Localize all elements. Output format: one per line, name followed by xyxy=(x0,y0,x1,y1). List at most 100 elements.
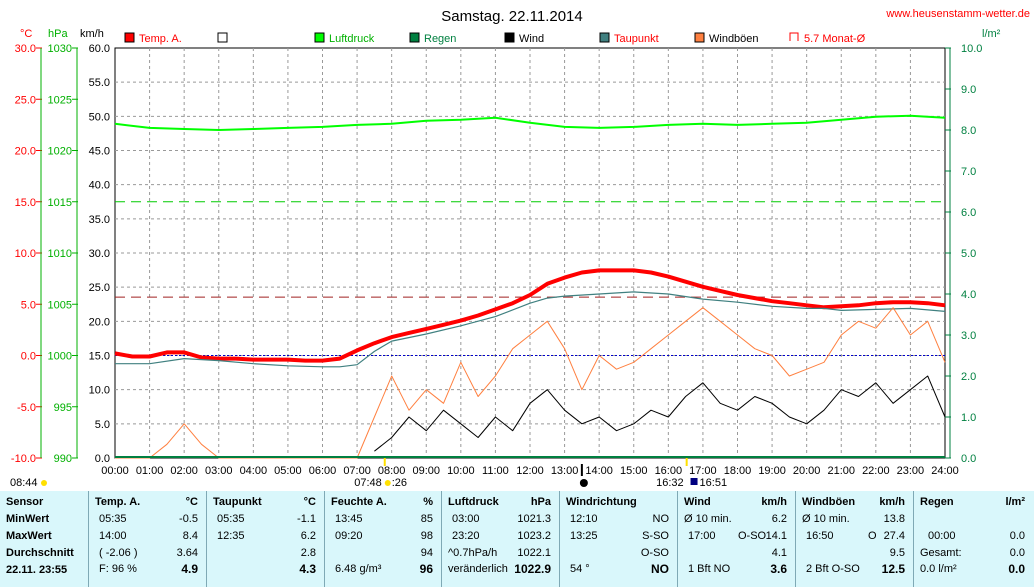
x-tick-label: 20:00 xyxy=(793,465,821,477)
wind-tick-label: 50.0 xyxy=(89,111,110,123)
rain-tick-label: 9.0 xyxy=(961,84,976,96)
x-tick-label: 12:00 xyxy=(516,465,544,477)
hum-unit: % xyxy=(423,496,433,508)
x-tick-label: 17:00 xyxy=(689,465,717,477)
dew-max: 6.2 xyxy=(300,530,316,542)
temp-tick-label: -10.0 xyxy=(11,453,36,465)
legend-label: Windböen xyxy=(709,33,759,45)
legend-swatch xyxy=(694,32,705,43)
dew-avg: 2.8 xyxy=(300,547,316,559)
x-tick-label: 19:00 xyxy=(758,465,786,477)
pressure-tick-label: 1015 xyxy=(48,197,72,209)
legend-swatch xyxy=(789,32,799,41)
rain-current: 0.0 xyxy=(1008,562,1025,576)
sun-icon xyxy=(41,480,47,486)
dir-cur-label: 54 ° xyxy=(570,563,590,575)
label-min: MinWert xyxy=(6,513,50,525)
chart-title: Samstag. 22.11.2014 xyxy=(441,8,583,25)
temp-cur-label: F: 96 % xyxy=(99,563,137,575)
dew-min-time: 05:35 xyxy=(217,513,245,525)
press-min-time: 03:00 xyxy=(452,513,480,525)
col-wind: Wind km/h Ø 10 min. 6.2 17:00 O-SO 14.1 … xyxy=(678,491,796,587)
rain-tick-label: 10.0 xyxy=(961,43,982,55)
label-max: MaxWert xyxy=(6,530,52,542)
site-url[interactable]: www.heusenstamm-wetter.de xyxy=(885,8,1030,20)
temp-min: -0.5 xyxy=(179,513,198,525)
rain-tick-label: 7.0 xyxy=(961,166,976,178)
wind-tick-label: 10.0 xyxy=(89,385,110,397)
x-tick-label: 15:00 xyxy=(620,465,648,477)
legend-swatch xyxy=(504,32,515,43)
temp-unit: °C xyxy=(185,496,198,508)
hum-min: 85 xyxy=(420,513,433,525)
gust-current: 12.5 xyxy=(881,562,905,576)
col-wind-direction: Windrichtung 12:10 NO 13:25 S-SO O-SO 54… xyxy=(560,491,678,587)
temp-current: 4.9 xyxy=(181,562,198,576)
press-avg-label: ^0.7hPa/h xyxy=(448,547,498,559)
rain-cur-label: 0.0 l/m² xyxy=(920,563,957,575)
sunrise-suffix: :26 xyxy=(392,477,407,489)
temp-min-time: 05:35 xyxy=(99,513,127,525)
label-sensor: Sensor xyxy=(6,496,44,508)
x-tick-label: 03:00 xyxy=(205,465,233,477)
wind-unit: km/h xyxy=(761,496,787,508)
press-title: Luftdruck xyxy=(448,496,499,508)
stats-table: Sensor MinWert MaxWert Durchschnitt 22.1… xyxy=(0,491,1034,587)
temp-max-time: 14:00 xyxy=(99,530,127,542)
press-min: 1021.3 xyxy=(517,513,551,525)
wind-max-dir: O-SO xyxy=(738,530,767,542)
wind-current: 3.6 xyxy=(770,562,787,576)
rain-tick-label: 8.0 xyxy=(961,125,976,137)
rain-title: Regen xyxy=(920,496,954,508)
pressure-tick-label: 1025 xyxy=(48,94,72,106)
gust-min: 13.8 xyxy=(883,513,905,525)
x-tick-label: 07:00 xyxy=(343,465,371,477)
sun-markers: 08:44 07:48:26 16:32 16:51 xyxy=(10,458,727,489)
hum-min-time: 13:45 xyxy=(335,513,363,525)
press-unit: hPa xyxy=(530,496,551,508)
hum-current: 96 xyxy=(419,562,433,576)
hum-max-time: 09:20 xyxy=(335,530,363,542)
series-taupunkt xyxy=(115,291,946,368)
wind-max-time: 17:00 xyxy=(688,530,716,542)
chart-legend: Temp. A. Luftdruck Regen Wind Taupunkt Windbö… xyxy=(124,32,866,45)
hum-avg: 94 xyxy=(420,547,433,559)
rain-unit: l/m² xyxy=(1005,496,1025,508)
col-dew: Taupunkt °C 05:35 -1.1 12:35 6.2 2.8 4.3 xyxy=(207,491,325,587)
temp-tick-label: 5.0 xyxy=(21,299,36,311)
wind-title: Wind xyxy=(684,496,711,508)
dew-unit: °C xyxy=(303,496,316,508)
wind-tick-label: 15.0 xyxy=(89,351,110,363)
wind-tick-label: 20.0 xyxy=(89,316,110,328)
gust-max-time: 16:50 xyxy=(806,530,834,542)
gust-min-label: Ø 10 min. xyxy=(802,513,850,525)
col-pressure: Luftdruck hPa 03:00 1021.3 23:20 1023.2 … xyxy=(442,491,560,587)
pressure-tick-label: 1030 xyxy=(48,43,72,55)
col-temp: Temp. A. °C 05:35 -0.5 14:00 8.4 ( -2.06… xyxy=(89,491,207,587)
hum-max: 98 xyxy=(420,530,433,542)
legend-label: Temp. A. xyxy=(139,33,182,45)
press-max-time: 23:20 xyxy=(452,530,480,542)
temp-tick-label: 25.0 xyxy=(15,94,36,106)
pressure-tick-label: 990 xyxy=(54,453,72,465)
rain-avg: 0.0 xyxy=(1009,547,1025,559)
pressure-tick-label: 1020 xyxy=(48,146,72,158)
wind-cur-label: 1 Bft NO xyxy=(688,563,731,575)
dew-title: Taupunkt xyxy=(213,496,262,508)
pressure-tick-label: 1005 xyxy=(48,299,72,311)
rain-tick-label: 6.0 xyxy=(961,207,976,219)
dir-max: S-SO xyxy=(642,530,669,542)
wind-min-label: Ø 10 min. xyxy=(684,513,732,525)
press-max: 1023.2 xyxy=(517,530,551,542)
rain-tick-label: 3.0 xyxy=(961,330,976,342)
rain-tick-label: 1.0 xyxy=(961,412,976,424)
rain-avg-label: Gesamt: xyxy=(920,547,962,559)
sun-left-time: 08:44 xyxy=(10,477,38,489)
x-tick-label: 24:00 xyxy=(931,465,959,477)
wind-tick-label: 5.0 xyxy=(95,419,110,431)
col-gusts: Windböen km/h Ø 10 min. 13.8 16:50 O 27.… xyxy=(796,491,914,587)
col-labels: Sensor MinWert MaxWert Durchschnitt 22.1… xyxy=(0,491,89,587)
sunrise-time: 07:48 xyxy=(354,477,382,489)
legend-swatch xyxy=(217,32,228,43)
dir-avg: O-SO xyxy=(640,547,669,559)
